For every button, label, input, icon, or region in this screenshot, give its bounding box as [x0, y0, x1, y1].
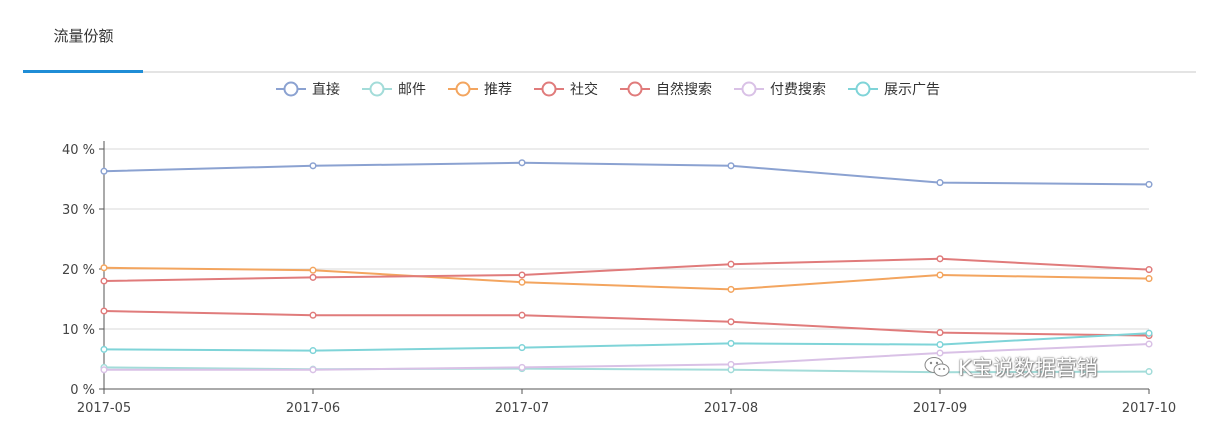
wechat-icon [924, 357, 950, 377]
legend-marker [541, 81, 557, 97]
x-tick-label: 2017-05 [77, 401, 131, 416]
watermark: K宝说数据营销 [924, 352, 1098, 382]
data-point[interactable] [100, 277, 108, 285]
tab-bar: 流量份额 [0, 0, 1222, 74]
x-tick-label: 2017-10 [1122, 401, 1176, 416]
x-tick-label: 2017-08 [704, 401, 758, 416]
series-line [104, 343, 1150, 371]
legend-item[interactable]: 自然搜索 [620, 81, 712, 98]
series-4 [100, 255, 1153, 285]
legend-marker [283, 81, 299, 97]
legend-label: 推荐 [484, 82, 512, 98]
legend-label: 自然搜索 [656, 81, 712, 98]
series-line [103, 161, 1150, 186]
y-tick-label: 0 % [70, 383, 95, 398]
data-point[interactable] [727, 360, 735, 368]
legend-item[interactable]: 付费搜索 [734, 81, 826, 98]
legend-marker [855, 81, 871, 97]
x-tick-label: 2017-07 [495, 401, 549, 416]
grid [104, 148, 1149, 330]
tab-bar-divider [143, 71, 1196, 73]
data-point[interactable] [518, 311, 526, 319]
traffic-share-line-chart: 0 % 10 % 20 % 30 % 40 % 2017-05 2017-06 2017-07… [62, 81, 1176, 416]
data-point[interactable] [100, 264, 108, 272]
legend-item[interactable]: 展示广告 [848, 81, 940, 98]
legend-label: 展示广告 [884, 82, 940, 98]
legend-marker [455, 81, 471, 97]
series-3 [100, 307, 1153, 340]
legend-item[interactable]: 邮件 [362, 81, 426, 98]
series-line [103, 257, 1150, 282]
data-point[interactable] [936, 179, 944, 187]
data-point[interactable] [100, 167, 108, 175]
legend-item[interactable]: 社交 [534, 81, 598, 98]
data-point[interactable] [518, 344, 526, 352]
y-tick-label: 40 % [62, 143, 95, 158]
legend-label: 邮件 [398, 82, 426, 98]
data-point[interactable] [518, 159, 526, 167]
series-line [103, 332, 1150, 352]
data-point[interactable] [727, 339, 735, 347]
legend-marker [627, 81, 643, 97]
data-point[interactable] [309, 266, 317, 274]
axes: 0 % 10 % 20 % 30 % 40 % 2017-05 2017-06 2017-07… [62, 141, 1176, 416]
tab-traffic-share[interactable]: 流量份额 [53, 26, 114, 45]
data-point[interactable] [1145, 340, 1153, 348]
series-line [103, 310, 1150, 337]
legend-item[interactable]: 直接 [276, 81, 340, 98]
data-point[interactable] [518, 271, 526, 279]
legend-marker [741, 81, 757, 97]
data-point[interactable] [936, 329, 944, 337]
data-point[interactable] [518, 278, 526, 286]
series-6 [100, 329, 1153, 355]
data-point[interactable] [518, 363, 526, 371]
data-point[interactable] [309, 347, 317, 355]
legend: 直接 邮件 推荐 社交 自然搜索 付费搜索 展示广告 [276, 81, 940, 98]
y-tick-label: 20 % [62, 263, 95, 278]
series-5 [100, 340, 1153, 374]
data-point[interactable] [1145, 180, 1153, 188]
series-line [103, 266, 1150, 291]
series [100, 159, 1153, 376]
data-point[interactable] [309, 273, 317, 281]
active-tab-indicator [23, 70, 143, 73]
legend-label: 直接 [312, 81, 340, 98]
x-tick-label: 2017-09 [913, 401, 967, 416]
data-point[interactable] [936, 341, 944, 349]
data-point[interactable] [100, 307, 108, 315]
data-point[interactable] [100, 345, 108, 353]
legend-label: 付费搜索 [770, 81, 826, 98]
x-tick-label: 2017-06 [286, 401, 340, 416]
legend-marker [369, 81, 385, 97]
data-point[interactable] [936, 255, 944, 263]
data-point[interactable] [727, 162, 735, 170]
data-point[interactable] [936, 271, 944, 279]
data-point[interactable] [727, 285, 735, 293]
watermark-text: K宝说数据营销 [958, 356, 1098, 380]
data-point[interactable] [727, 318, 735, 326]
data-point[interactable] [936, 349, 944, 357]
data-point[interactable] [1145, 329, 1153, 337]
y-tick-label: 30 % [62, 203, 95, 218]
data-point[interactable] [1145, 275, 1153, 283]
data-point[interactable] [100, 366, 108, 374]
data-point[interactable] [309, 311, 317, 319]
data-point[interactable] [1145, 368, 1153, 376]
data-point[interactable] [309, 366, 317, 374]
data-point[interactable] [1145, 266, 1153, 274]
series-2 [100, 264, 1153, 293]
series-0 [100, 159, 1153, 188]
y-tick-label: 10 % [62, 323, 95, 338]
legend-item[interactable]: 推荐 [448, 81, 512, 98]
data-point[interactable] [309, 162, 317, 170]
data-point[interactable] [727, 260, 735, 268]
legend-label: 社交 [570, 81, 598, 98]
